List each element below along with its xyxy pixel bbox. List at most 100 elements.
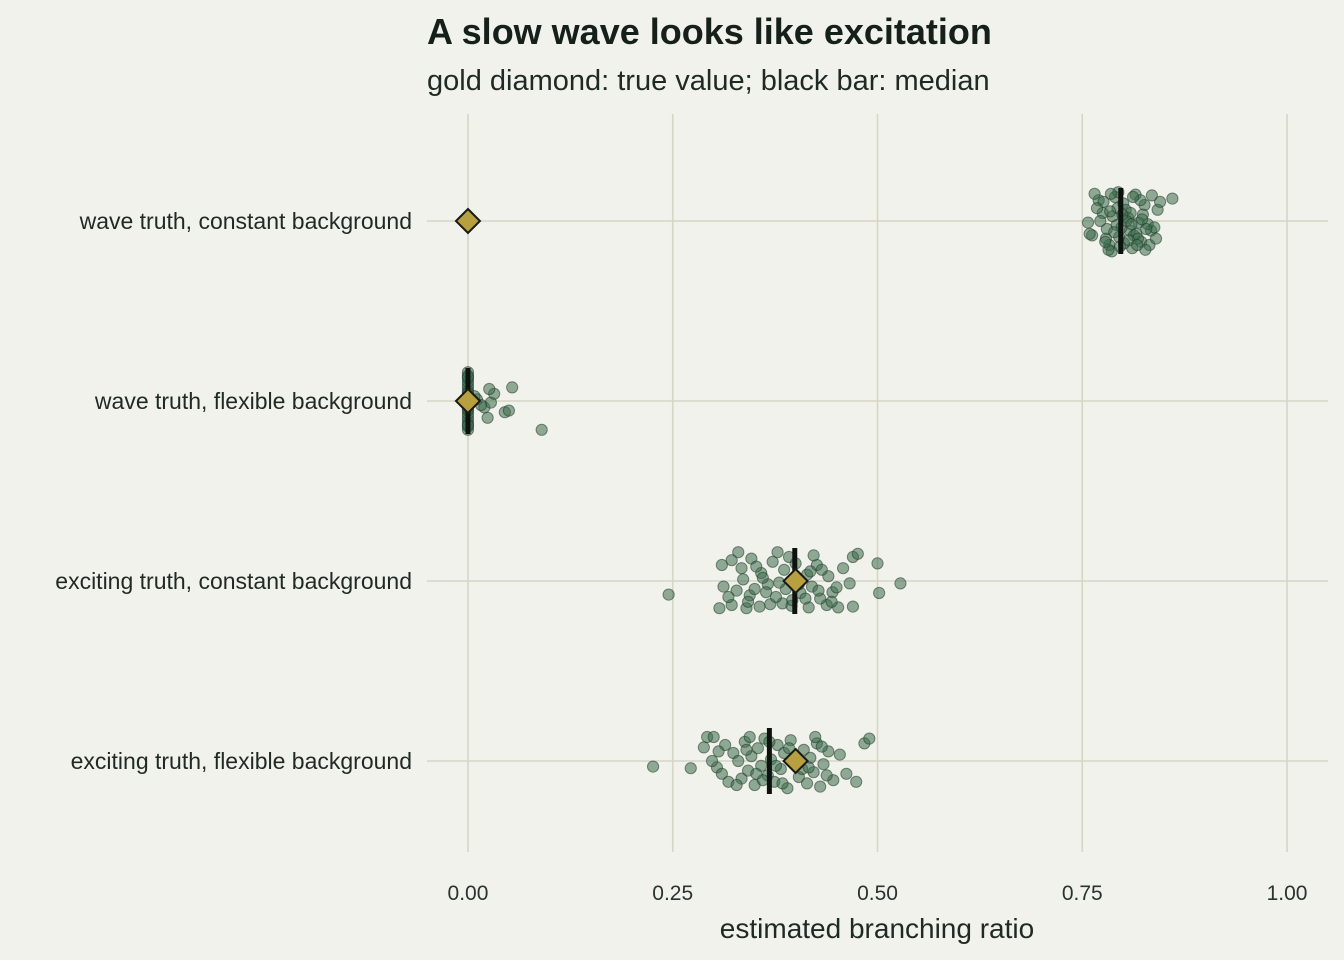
category-label: wave truth, flexible background — [94, 388, 412, 414]
data-point — [825, 595, 838, 608]
data-point — [705, 754, 719, 768]
data-point — [722, 590, 735, 604]
data-point — [799, 592, 812, 605]
median-bar — [1118, 188, 1124, 254]
chart-title: A slow wave looks like excitation — [427, 11, 992, 52]
data-point — [843, 577, 856, 590]
data-point — [732, 754, 745, 768]
data-point — [506, 381, 519, 394]
data-point — [730, 584, 743, 597]
data-point — [750, 767, 763, 780]
data-point — [662, 588, 675, 601]
x-tick-label: 1.00 — [1267, 882, 1308, 905]
data-point — [737, 573, 750, 586]
data-point — [766, 555, 779, 568]
data-point — [750, 560, 763, 573]
data-point — [502, 404, 516, 417]
x-axis-title: estimated branching ratio — [720, 913, 1034, 944]
true-value-diamond — [454, 207, 482, 235]
x-tick-label: 0.00 — [448, 882, 489, 905]
data-point — [846, 600, 860, 613]
chart-subtitle: gold diamond: true value; black bar: med… — [427, 65, 990, 97]
data-point — [840, 767, 853, 780]
data-point — [894, 577, 907, 590]
x-tick-label: 0.50 — [857, 882, 898, 905]
category-label: exciting truth, constant background — [55, 568, 412, 594]
data-point — [535, 423, 548, 436]
data-point — [481, 411, 494, 424]
data-point — [751, 742, 765, 755]
data-point — [850, 775, 863, 788]
data-point — [769, 590, 783, 604]
data-point — [809, 730, 822, 744]
x-tick-label: 0.75 — [1062, 882, 1103, 905]
data-point — [836, 562, 850, 575]
data-point — [717, 580, 730, 593]
data-point — [740, 743, 753, 756]
data-point — [851, 547, 864, 560]
category-label: exciting truth, flexible background — [71, 748, 412, 774]
data-point — [769, 759, 783, 772]
data-point — [802, 761, 815, 774]
data-point — [1131, 238, 1144, 252]
data-point — [1126, 190, 1140, 204]
data-point — [812, 584, 825, 597]
category-labels: wave truth, constant background wave trut… — [55, 208, 412, 774]
data-point — [1153, 195, 1167, 208]
data-point — [1140, 222, 1153, 236]
data-point — [741, 595, 755, 608]
data-point — [684, 762, 697, 775]
data-point — [815, 740, 828, 753]
data-point — [817, 758, 830, 771]
data-point — [1094, 214, 1107, 228]
data-point — [646, 760, 660, 773]
data-point — [712, 745, 725, 758]
data-point — [753, 600, 766, 613]
data-points — [461, 186, 1179, 795]
data-point — [782, 742, 796, 755]
data-point — [715, 558, 728, 572]
data-point — [707, 730, 720, 744]
data-point — [863, 732, 876, 745]
data-point — [730, 778, 743, 792]
data-point — [697, 741, 710, 754]
data-point — [771, 546, 784, 559]
data-point — [1149, 232, 1163, 245]
data-point — [1083, 227, 1096, 240]
data-point — [713, 602, 726, 615]
data-point — [873, 586, 886, 600]
x-tick-label: 0.25 — [652, 882, 693, 905]
data-point — [776, 777, 789, 790]
data-point — [778, 563, 791, 576]
true-value-diamond — [782, 567, 810, 595]
data-point — [760, 586, 773, 599]
category-label: wave truth, constant background — [79, 208, 412, 234]
data-point — [807, 549, 820, 562]
data-point — [1104, 187, 1118, 200]
true-value-diamonds — [454, 207, 810, 775]
data-point — [797, 743, 810, 756]
data-point — [1099, 235, 1112, 248]
median-bars — [465, 188, 1124, 794]
data-point — [833, 748, 846, 761]
data-point — [1090, 202, 1104, 215]
data-point — [820, 769, 833, 782]
data-point — [1081, 216, 1095, 229]
data-point — [1088, 187, 1101, 200]
data-point — [871, 557, 884, 570]
data-point — [1108, 226, 1121, 239]
true-value-diamond — [454, 387, 482, 415]
data-point — [756, 571, 769, 584]
data-point — [748, 582, 761, 596]
data-point — [814, 780, 827, 793]
data-point — [483, 382, 496, 396]
data-point — [732, 546, 745, 559]
data-point — [735, 562, 748, 575]
data-point — [804, 565, 817, 578]
data-point — [1125, 218, 1138, 231]
data-point — [1145, 189, 1158, 202]
data-point — [725, 554, 738, 567]
true-value-diamond — [782, 747, 810, 775]
data-point — [743, 730, 756, 744]
